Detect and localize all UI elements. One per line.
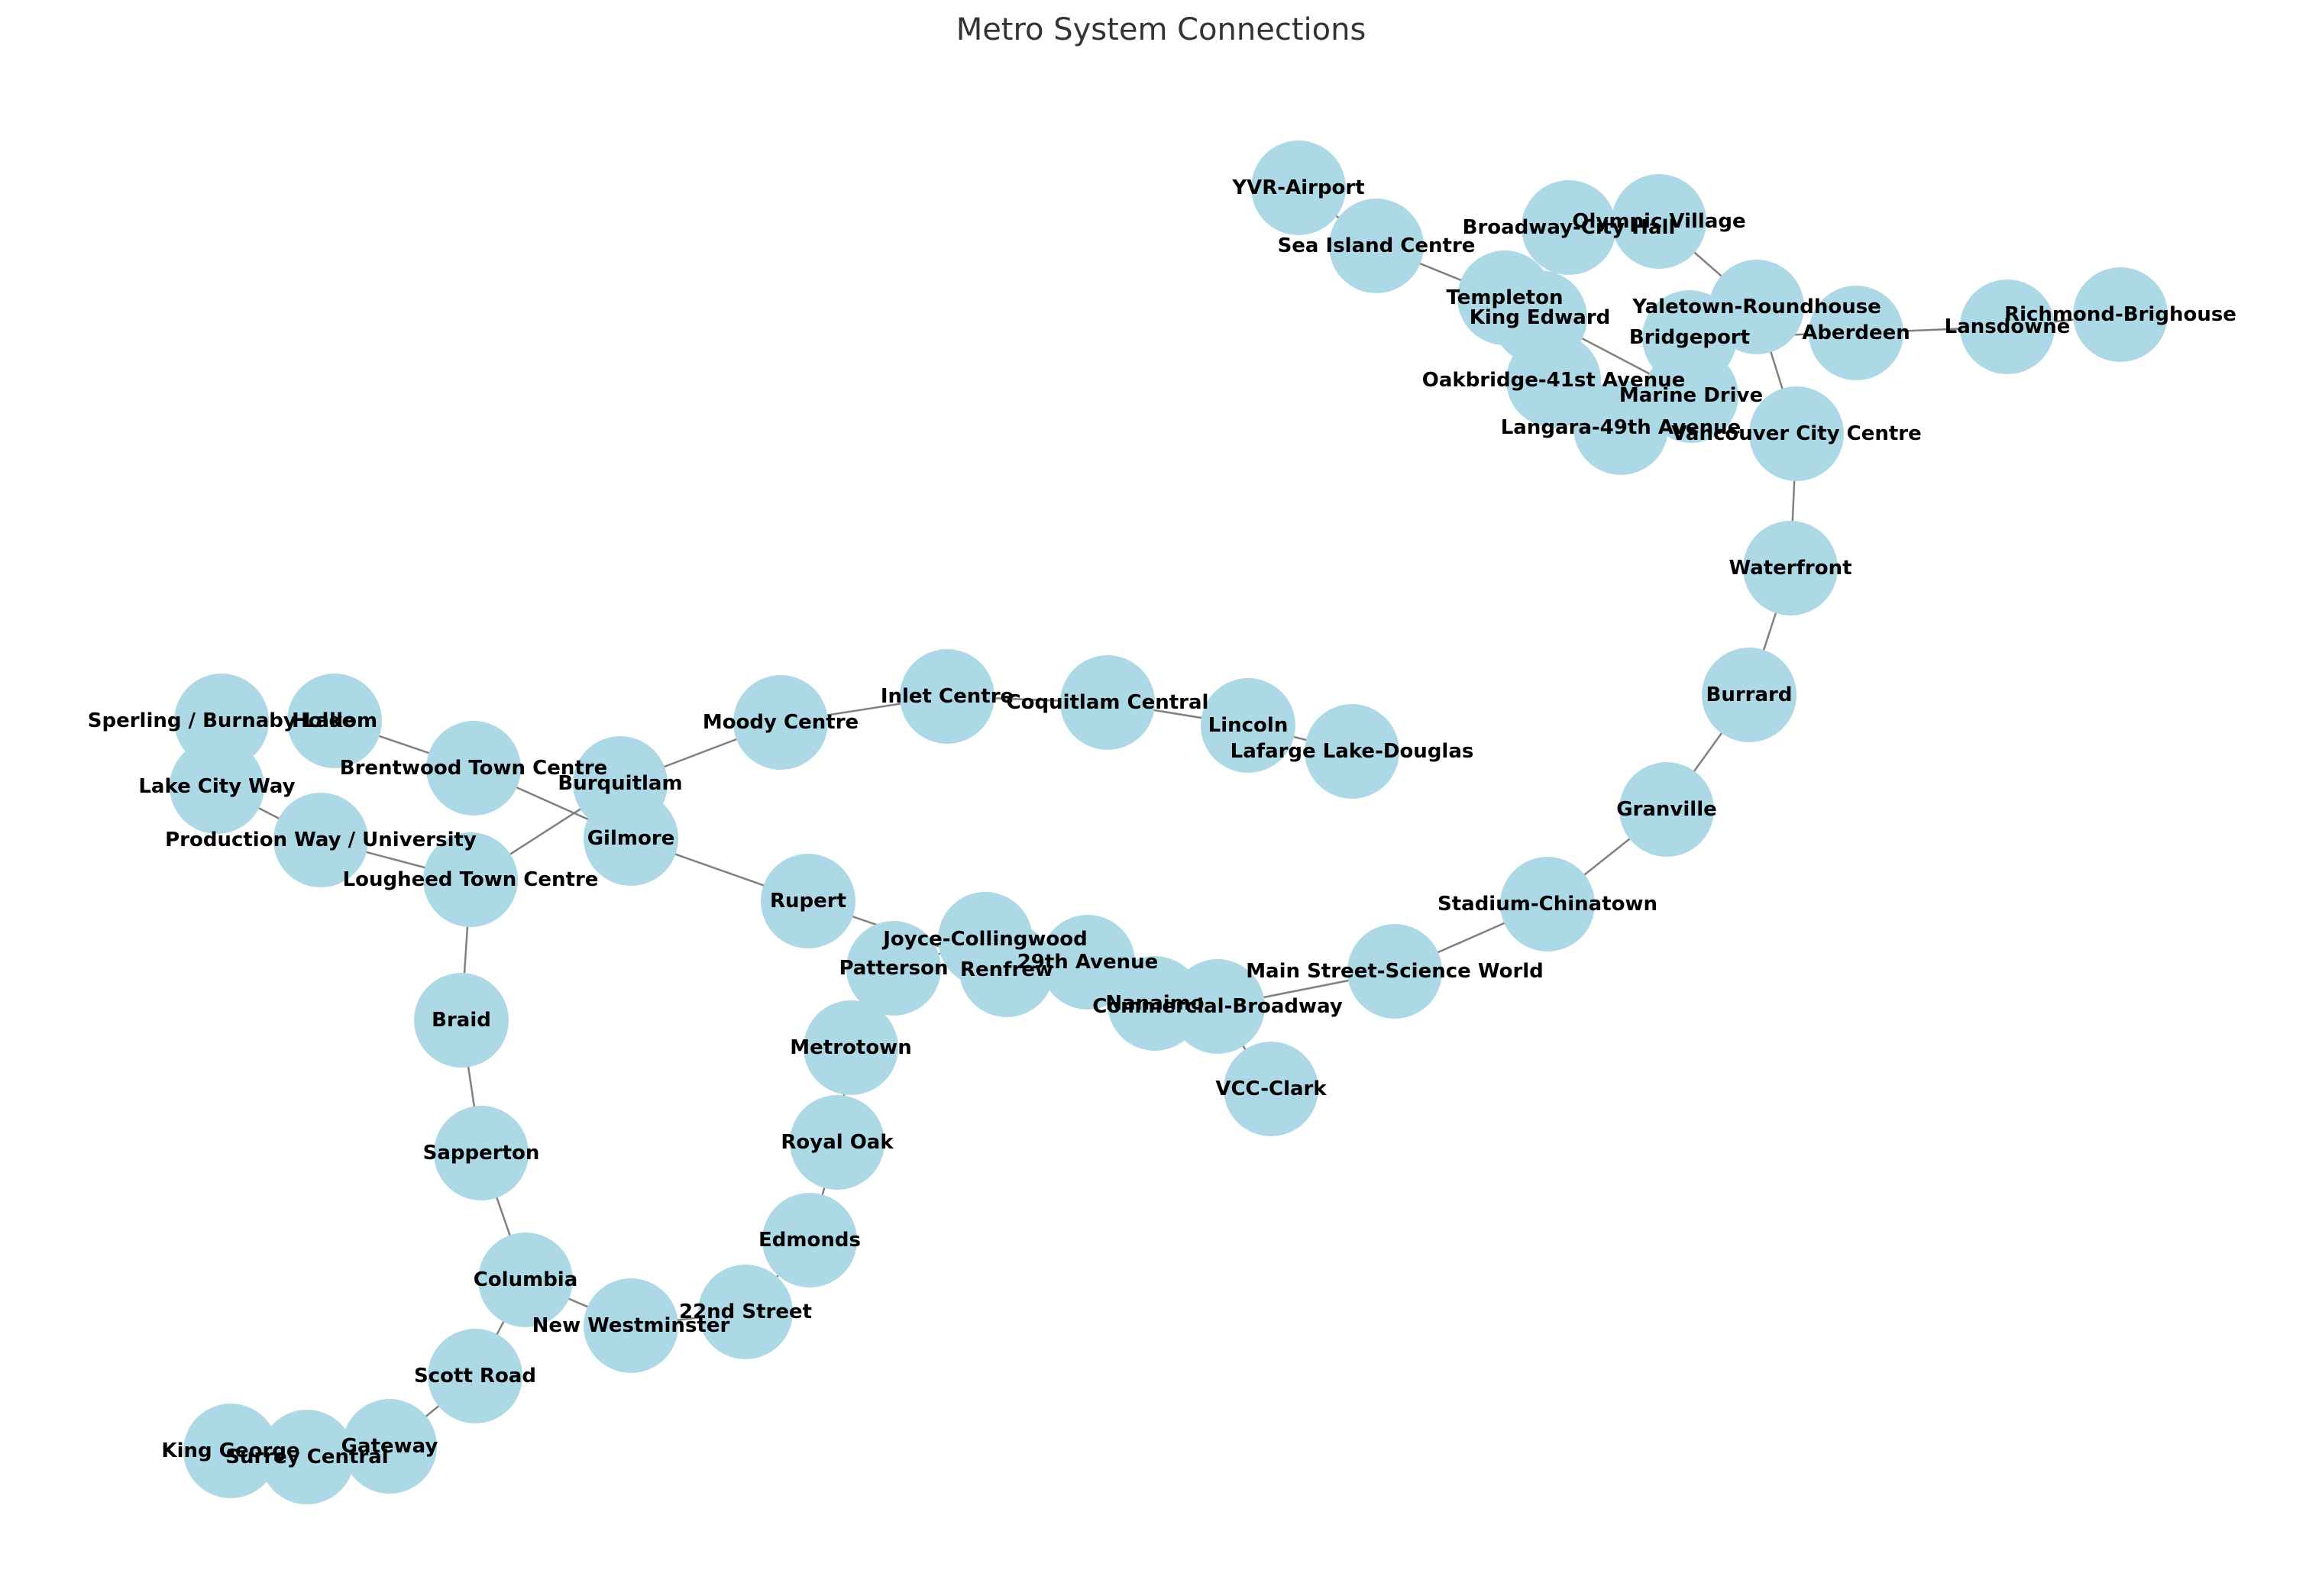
node-label-yaletown-roundhouse: Yaletown-Roundhouse	[1632, 296, 1881, 318]
node-label-metrotown: Metrotown	[790, 1036, 911, 1059]
node-label-royal-oak: Royal Oak	[781, 1131, 894, 1154]
node-label-burquitlam: Burquitlam	[558, 772, 682, 795]
node-label-renfrew: Renfrew	[960, 958, 1053, 981]
node-label-olympic-village: Olympic Village	[1572, 210, 1745, 233]
node-label-patterson: Patterson	[839, 957, 948, 980]
node-label-inlet-centre: Inlet Centre	[881, 685, 1014, 708]
node-label-rupert: Rupert	[770, 890, 846, 913]
node-label-scott-road: Scott Road	[414, 1365, 536, 1388]
node-label-joyce-collingwood: Joyce-Collingwood	[881, 928, 1087, 951]
node-label-sapperton: Sapperton	[423, 1142, 540, 1165]
node-label-king-edward: King Edward	[1470, 306, 1611, 329]
node-label-lake-city-way: Lake City Way	[138, 775, 295, 798]
node-label-main-street-science-world: Main Street-Science World	[1246, 960, 1544, 983]
node-label-marine-drive: Marine Drive	[1619, 384, 1763, 407]
node-label-lafarge-lake-douglas: Lafarge Lake-Douglas	[1231, 740, 1474, 763]
node-label-edmonds: Edmonds	[758, 1229, 861, 1252]
node-label-burrard: Burrard	[1706, 683, 1793, 706]
node-label-gilmore: Gilmore	[587, 827, 675, 850]
node-label-braid: Braid	[432, 1009, 491, 1032]
node-label-new-westminster: New Westminster	[532, 1314, 730, 1337]
node-label-nanaimo: Nanaimo	[1105, 992, 1204, 1015]
node-label-production-way-university: Production Way / University	[165, 829, 477, 851]
node-label-stadium-chinatown: Stadium-Chinatown	[1438, 893, 1657, 916]
node-label-aberdeen: Aberdeen	[1802, 321, 1910, 344]
node-label-waterfront: Waterfront	[1729, 557, 1851, 580]
node-label-richmond-brighouse: Richmond-Brighouse	[2004, 303, 2236, 326]
chart-title: Metro System Connections	[956, 12, 1366, 47]
node-label-vancouver-city-centre: Vancouver City Centre	[1671, 422, 1922, 445]
node-label-yvr-airport: YVR-Airport	[1231, 176, 1364, 199]
node-label-sea-island-centre: Sea Island Centre	[1278, 234, 1476, 257]
node-label-king-george: King George	[161, 1439, 299, 1462]
node-label-bridgeport: Bridgeport	[1629, 326, 1750, 349]
node-label-columbia: Columbia	[474, 1268, 578, 1291]
node-label-lougheed-town-centre: Lougheed Town Centre	[343, 868, 599, 891]
node-label-moody-centre: Moody Centre	[703, 711, 859, 734]
node-layer	[170, 141, 2168, 1504]
node-label-holdom: Holdom	[292, 709, 377, 732]
node-label-vcc-clark: VCC-Clark	[1215, 1077, 1327, 1100]
node-label-lincoln: Lincoln	[1208, 714, 1289, 737]
node-label-coquitlam-central: Coquitlam Central	[1007, 691, 1209, 714]
node-label-granville: Granville	[1616, 798, 1717, 821]
